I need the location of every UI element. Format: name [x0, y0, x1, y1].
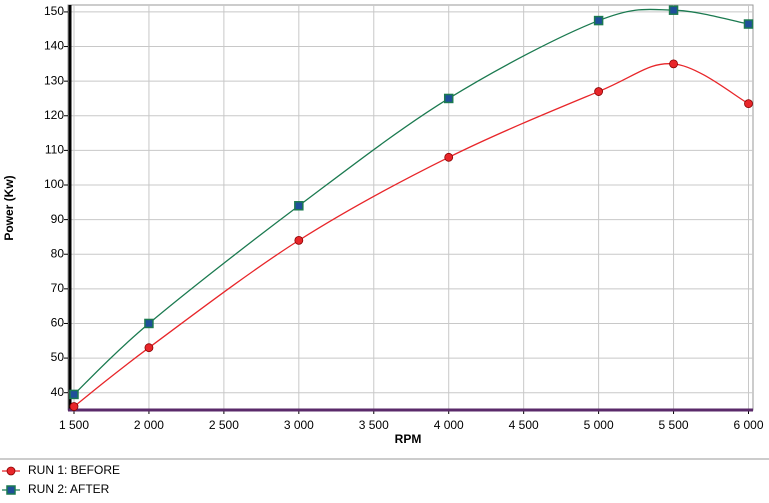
- legend-label: RUN 1: BEFORE: [28, 463, 120, 477]
- data-point: [668, 5, 679, 15]
- legend-marker: [6, 485, 16, 495]
- data-point: [744, 99, 753, 109]
- y-tick-label: 120: [44, 108, 64, 122]
- x-tick-label: 3 000: [284, 418, 314, 432]
- plot-area: [67, 4, 754, 411]
- data-point: [444, 152, 454, 162]
- data-point: [593, 15, 604, 26]
- y-tick-label: 80: [51, 246, 65, 260]
- data-point: [743, 19, 754, 29]
- data-point: [294, 235, 304, 245]
- y-tick-label: 150: [44, 4, 64, 18]
- y-tick-label: 100: [44, 177, 64, 191]
- data-point: [144, 343, 154, 353]
- x-tick-label: 5 500: [659, 418, 689, 432]
- y-tick-label: 60: [51, 316, 65, 330]
- x-tick-label: 3 500: [359, 418, 389, 432]
- x-tick-label: 6 000: [733, 418, 763, 432]
- series-line: [73, 63, 749, 408]
- y-tick-label: 130: [44, 73, 64, 87]
- data-point: [443, 93, 454, 104]
- data-point: [294, 201, 304, 211]
- x-tick-label: 1 500: [59, 418, 89, 432]
- data-point: [69, 389, 79, 400]
- x-axis-label: RPM: [395, 432, 422, 446]
- data-point: [594, 87, 604, 96]
- y-axis-label: Power (Kw): [2, 175, 16, 240]
- data-point: [144, 318, 154, 329]
- data-point: [669, 59, 678, 69]
- legend-marker: [6, 466, 16, 476]
- y-tick-label: 110: [45, 143, 64, 157]
- y-tick-label: 90: [51, 212, 65, 226]
- legend-label: RUN 2: AFTER: [28, 482, 110, 496]
- y-tick-label: 140: [44, 39, 64, 53]
- y-tick-label: 40: [51, 385, 65, 399]
- y-tick-label: 70: [51, 281, 65, 295]
- y-tick-label: 50: [51, 350, 65, 364]
- data-point: [69, 402, 79, 411]
- x-tick-label: 2 500: [209, 418, 239, 432]
- x-tick-label: 4 000: [434, 418, 464, 432]
- x-tick-label: 5 000: [584, 418, 614, 432]
- x-tick-label: 2 000: [134, 418, 164, 432]
- x-tick-label: 4 500: [509, 418, 539, 432]
